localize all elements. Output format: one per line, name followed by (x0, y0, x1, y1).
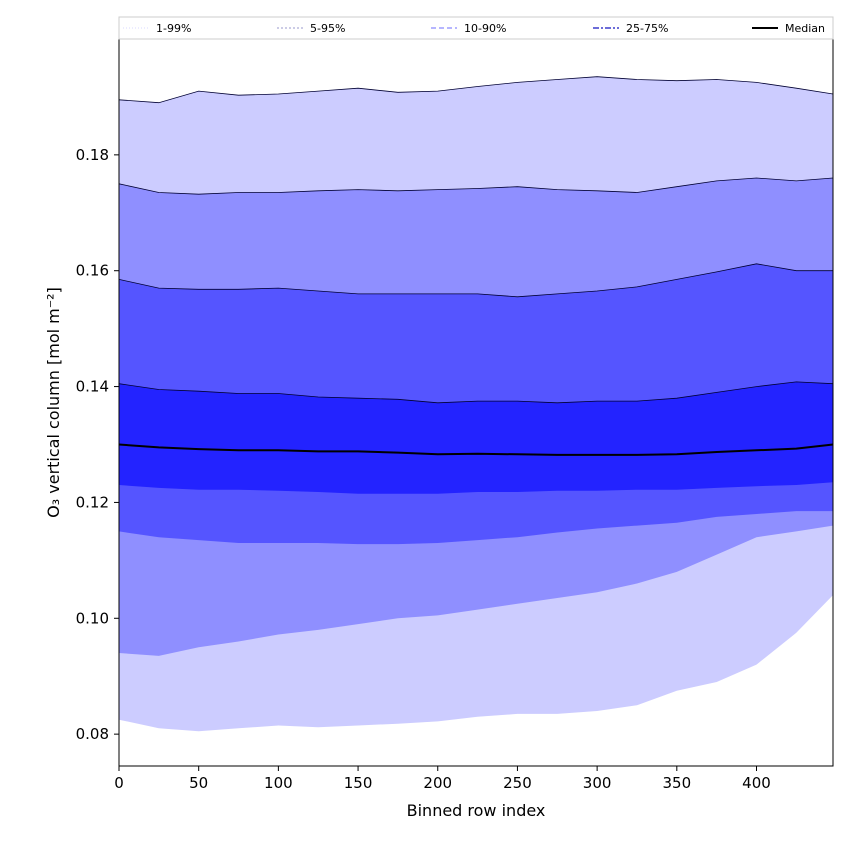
y-axis-label: O₃ vertical column [mol m⁻²] (44, 287, 63, 518)
x-tick-label: 400 (742, 774, 771, 792)
x-tick-label: 300 (583, 774, 612, 792)
band-edges-layer (118, 76, 834, 404)
legend-box (118, 16, 834, 40)
x-tick-label: 350 (662, 774, 691, 792)
legend-label-5-95pct: 5-95% (310, 22, 345, 35)
legend-label-25-75pct: 25-75% (626, 22, 668, 35)
y-tick-label: 0.08 (76, 725, 109, 743)
x-tick-label: 150 (344, 774, 373, 792)
x-tick-label: 200 (423, 774, 452, 792)
x-tick-label: 0 (114, 774, 124, 792)
band-upper-edge-10-90pct (118, 263, 833, 298)
band-upper-edge-1-99pct (118, 76, 834, 104)
x-ticks: 0 50 100 150 200 250 300 350 400 (114, 766, 771, 792)
x-tick-label: 50 (189, 774, 208, 792)
legend: 1-99% 5-95% 10-90% 25-75% Median (118, 16, 834, 40)
bands-layer (119, 76, 833, 732)
x-tick-label: 100 (264, 774, 293, 792)
median-layer (118, 443, 834, 456)
legend-label-10-90pct: 10-90% (464, 22, 506, 35)
x-axis-label: Binned row index (407, 801, 546, 820)
y-ticks: 0.08 0.10 0.12 0.14 0.16 0.18 (76, 146, 119, 743)
band-25-75pct (119, 381, 833, 494)
band-upper-edge-5-95pct (118, 177, 834, 195)
median-line (118, 443, 834, 456)
legend-label-Median: Median (785, 22, 825, 35)
y-tick-label: 0.18 (76, 146, 109, 164)
y-tick-label: 0.14 (76, 378, 109, 396)
legend-label-1-99pct: 1-99% (156, 22, 191, 35)
band-upper-edge-25-75pct (118, 381, 834, 404)
y-tick-label: 0.10 (76, 609, 109, 627)
y-tick-label: 0.12 (76, 493, 109, 511)
x-tick-label: 250 (503, 774, 532, 792)
y-tick-label: 0.16 (76, 262, 109, 280)
